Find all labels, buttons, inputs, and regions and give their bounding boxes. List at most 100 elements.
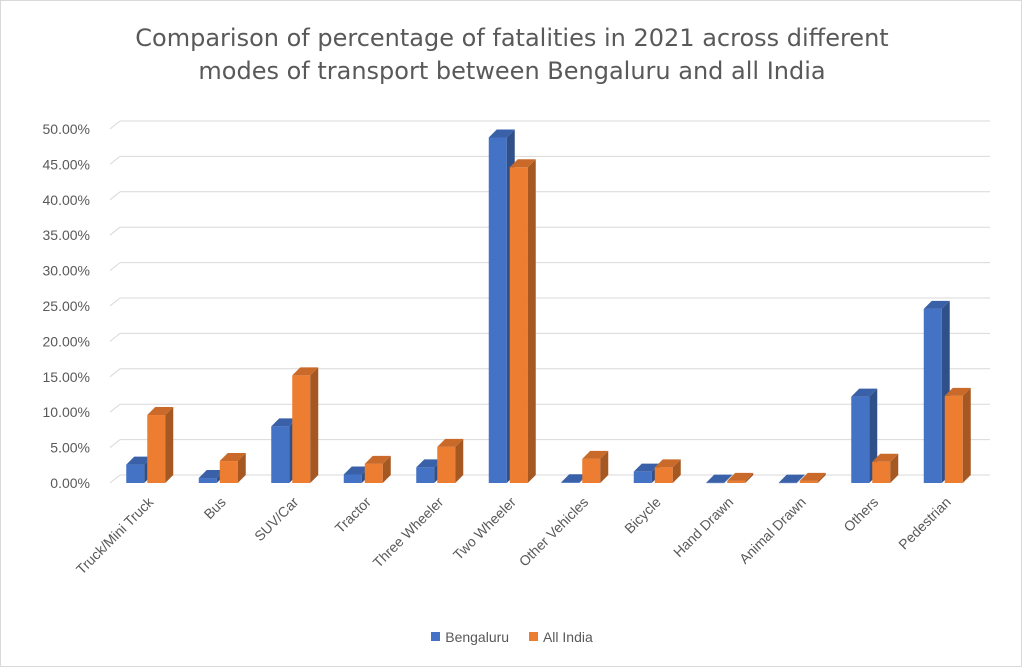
bar-all-india bbox=[799, 480, 818, 483]
bar-bengaluru bbox=[561, 482, 580, 483]
x-category-label: Animal Drawn bbox=[736, 494, 809, 567]
bar-bengaluru bbox=[706, 482, 725, 484]
y-tick-label: 15.00% bbox=[43, 369, 90, 385]
y-tick-label: 45.00% bbox=[43, 156, 90, 172]
bar-top-all-india bbox=[437, 438, 464, 447]
bar-top-bengaluru bbox=[778, 474, 805, 483]
bar-top-all-india bbox=[872, 453, 899, 462]
bar-all-india bbox=[437, 446, 456, 483]
x-category-label: Three Wheeler bbox=[370, 494, 447, 571]
y-tick-label: 10.00% bbox=[43, 404, 90, 420]
y-tick-label: 30.00% bbox=[43, 263, 90, 279]
bar-side-all-india bbox=[310, 367, 319, 483]
y-tick-label: 5.00% bbox=[50, 440, 90, 456]
bar-top-all-india bbox=[799, 472, 826, 481]
bar-top-all-india bbox=[727, 472, 754, 481]
bar-side-all-india bbox=[455, 438, 464, 483]
bar-top-bengaluru bbox=[198, 470, 225, 479]
bar-top-bengaluru bbox=[851, 388, 878, 397]
bar-top-bengaluru bbox=[488, 129, 515, 138]
gridline-depth bbox=[109, 120, 121, 130]
bar-top-bengaluru bbox=[343, 466, 370, 475]
legend-label-all-india: All India bbox=[542, 628, 593, 645]
legend-swatch-bengaluru bbox=[431, 632, 441, 641]
legend-item-bengaluru: Bengaluru bbox=[431, 629, 509, 645]
bar-top-bengaluru bbox=[923, 300, 950, 309]
x-category-label: Pedestrian bbox=[895, 494, 954, 553]
bar-top-bengaluru bbox=[416, 459, 443, 468]
bar-top-all-india bbox=[364, 455, 391, 464]
bar-bengaluru bbox=[778, 482, 797, 484]
gridline-depth bbox=[109, 156, 121, 165]
gridline-depth bbox=[109, 297, 121, 307]
bar-side-all-india bbox=[672, 459, 681, 483]
bar-bengaluru bbox=[851, 396, 870, 483]
x-category-label: Truck/Mini Truck bbox=[73, 493, 157, 577]
x-category-label: Bicycle bbox=[621, 494, 664, 537]
bar-side-bengaluru bbox=[724, 474, 733, 483]
bar-side-all-india bbox=[890, 453, 899, 483]
y-tick-label: 35.00% bbox=[43, 227, 90, 243]
bar-top-all-india bbox=[654, 459, 681, 468]
bar-top-all-india bbox=[292, 367, 319, 376]
bar-all-india bbox=[654, 467, 673, 483]
bar-top-bengaluru bbox=[633, 463, 660, 472]
bar-all-india bbox=[582, 458, 601, 483]
bar-bengaluru bbox=[923, 308, 942, 483]
bar-side-all-india bbox=[962, 387, 971, 483]
bar-all-india bbox=[872, 461, 891, 483]
bar-all-india bbox=[364, 463, 383, 483]
bar-top-bengaluru bbox=[561, 474, 588, 483]
bar-side-bengaluru bbox=[796, 474, 805, 483]
bar-side-all-india bbox=[382, 455, 391, 483]
x-category-label: SUV/Car bbox=[251, 494, 302, 545]
bar-side-all-india bbox=[817, 472, 826, 483]
gridline-depth bbox=[109, 226, 121, 236]
x-category-label: Others bbox=[840, 494, 881, 535]
bar-all-india bbox=[147, 415, 166, 483]
bar-bengaluru bbox=[343, 474, 362, 483]
bar-side-all-india bbox=[600, 450, 609, 483]
bar-side-all-india bbox=[237, 453, 246, 483]
gridline-depth bbox=[109, 403, 121, 413]
legend-swatch-all-india bbox=[528, 632, 538, 641]
bar-top-all-india bbox=[219, 453, 246, 462]
bar-bengaluru bbox=[198, 478, 217, 483]
bar-top-all-india bbox=[147, 407, 174, 416]
bar-top-bengaluru bbox=[706, 474, 733, 483]
gridline-depth bbox=[109, 368, 121, 378]
bar-all-india bbox=[219, 461, 238, 483]
bar-top-all-india bbox=[582, 450, 609, 459]
gridline-depth bbox=[109, 474, 121, 484]
chart-title: Comparison of percentage of fatalities i… bbox=[135, 24, 889, 85]
bar-bengaluru bbox=[488, 137, 507, 483]
bar-all-india bbox=[292, 375, 311, 483]
y-tick-label: 25.00% bbox=[43, 298, 90, 314]
legend-label-bengaluru: Bengaluru bbox=[445, 628, 510, 645]
bar-top-all-india bbox=[944, 387, 971, 396]
gridline-depth bbox=[109, 191, 121, 201]
x-category-label: Two Wheeler bbox=[450, 494, 519, 563]
legend-item-all-india: All India bbox=[528, 628, 593, 645]
gridline-depth bbox=[109, 439, 121, 448]
x-category-label: Hand Drawn bbox=[670, 494, 736, 560]
chart-legend: Bengaluru All India bbox=[0, 628, 1024, 645]
bar-bengaluru bbox=[271, 426, 290, 483]
x-category-label: Bus bbox=[200, 494, 228, 522]
bar-side-all-india bbox=[745, 472, 754, 483]
y-tick-label: 50.00% bbox=[43, 121, 90, 137]
bar-side-all-india bbox=[165, 407, 174, 483]
bar-bengaluru bbox=[126, 464, 145, 483]
gridline-depth bbox=[109, 333, 121, 342]
y-tick-label: 0.00% bbox=[50, 475, 90, 491]
bar-bengaluru bbox=[416, 467, 435, 483]
gridline-depth bbox=[109, 262, 121, 271]
bar-top-bengaluru bbox=[126, 456, 153, 465]
bar-side-all-india bbox=[527, 159, 536, 483]
x-category-label: Other Vehicles bbox=[516, 494, 592, 570]
bar-all-india bbox=[727, 480, 746, 483]
bar-bengaluru bbox=[633, 471, 652, 483]
bar-top-bengaluru bbox=[271, 418, 298, 427]
x-category-label: Tractor bbox=[332, 494, 375, 537]
